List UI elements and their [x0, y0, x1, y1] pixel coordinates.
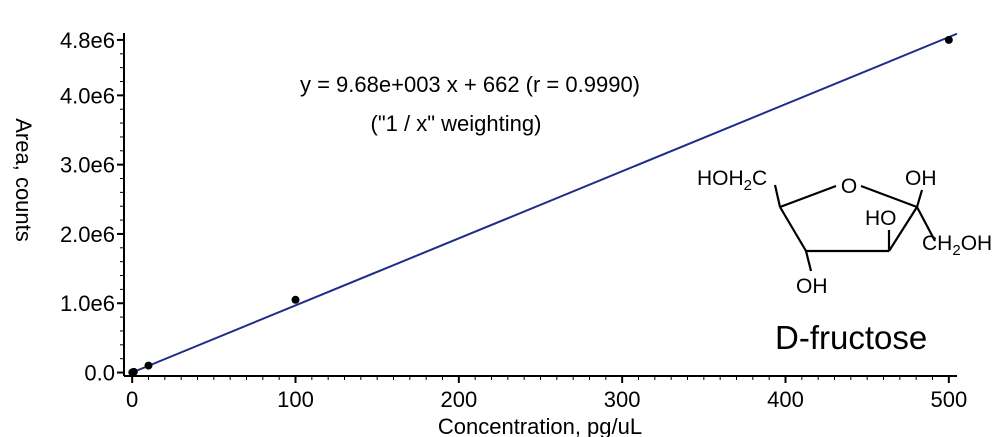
equation-annotation: y = 9.68e+003 x + 662 (r = 0.9990): [300, 72, 640, 97]
fit-line: [131, 32, 958, 374]
bond-c5-ch2: [773, 184, 782, 208]
structure-bonds: [773, 184, 936, 272]
y-axis-ticks: 0.0 1.0e6 2.0e6 3.0e6 4.0e6 4.8e6: [60, 28, 124, 386]
ch2oh-label: CH2OH: [922, 232, 992, 259]
ring-oxygen-label: O: [841, 175, 857, 198]
y-tick-label: 4.0e6: [60, 83, 115, 108]
x-tick-label: 200: [440, 387, 477, 412]
ho-inner-label: HO: [865, 207, 897, 230]
x-tick-label: 300: [604, 387, 641, 412]
y-axis-title: Area, counts: [11, 118, 36, 242]
data-points: [128, 35, 953, 377]
oh-bottom-label: OH: [796, 275, 828, 298]
y-tick-label: 0.0: [84, 361, 115, 386]
x-tick-label: 0: [126, 387, 138, 412]
bond-c2-ch2oh: [916, 206, 936, 242]
y-tick-label: 4.8e6: [60, 28, 115, 53]
molecule-name: D-fructose: [775, 319, 927, 356]
x-axis-ticks: 0 100 200 300 400 500: [126, 376, 967, 412]
data-point: [129, 367, 138, 376]
data-point: [944, 35, 953, 44]
bond-c2-o: [860, 184, 918, 209]
fit-line-group: [131, 32, 958, 374]
bond-o-c5: [779, 184, 837, 209]
x-tick-label: 400: [767, 387, 804, 412]
weighting-annotation: ("1 / x" weighting): [371, 111, 542, 136]
data-point: [291, 295, 300, 304]
bond-c5-c4: [779, 206, 807, 252]
y-tick-label: 3.0e6: [60, 153, 115, 178]
y-tick-label: 1.0e6: [60, 291, 115, 316]
y-tick-label: 2.0e6: [60, 222, 115, 247]
x-axis-title: Concentration, pg/uL: [438, 414, 642, 437]
oh-top-label: OH: [905, 167, 937, 190]
x-tick-label: 500: [930, 387, 967, 412]
bond-c3-c2: [888, 206, 918, 252]
x-tick-label: 100: [277, 387, 314, 412]
hoh2c-label: HOH2C: [697, 167, 767, 194]
bond-c2-oh: [915, 189, 924, 208]
fructose-structure: HOH2C O OH HO CH2OH OH D-fructose: [697, 167, 992, 356]
bond-c4-oh: [804, 250, 813, 272]
data-point: [144, 361, 153, 370]
